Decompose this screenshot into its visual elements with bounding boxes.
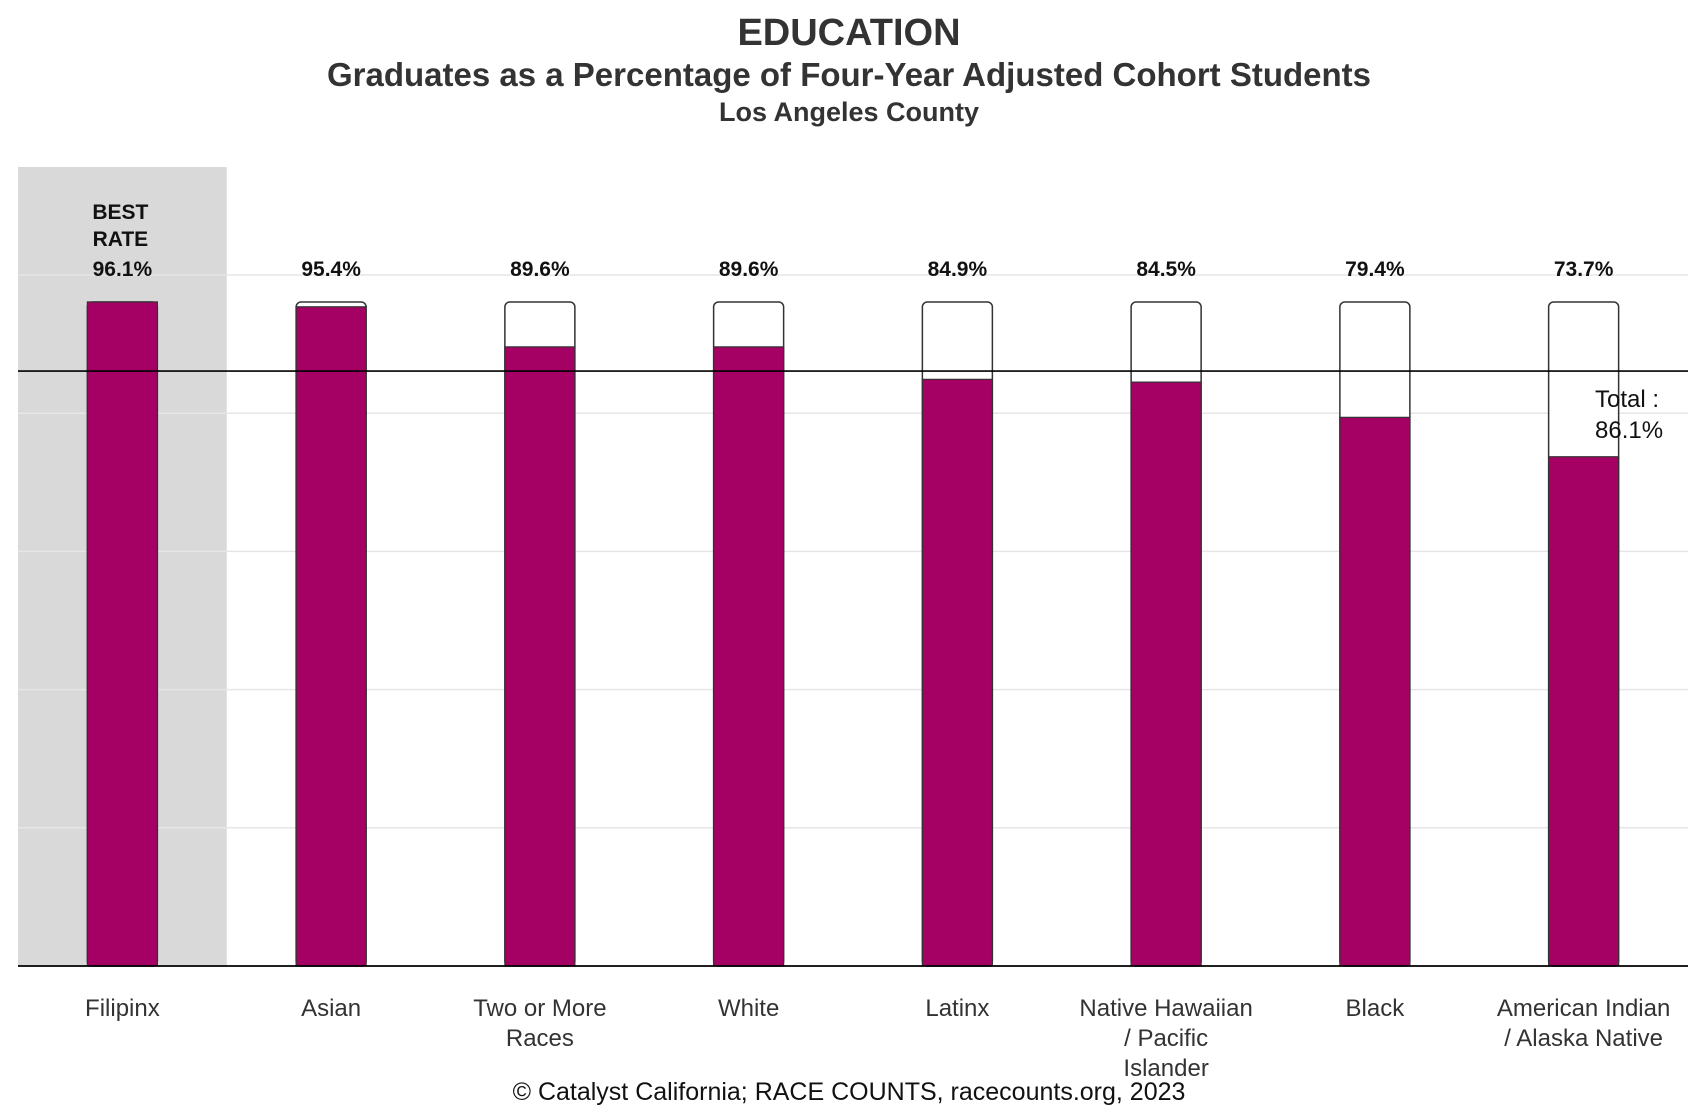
bar xyxy=(295,306,367,967)
tick-label: Islander xyxy=(1123,1055,1208,1082)
tick-label: American Indian xyxy=(1497,995,1670,1022)
data-label: 96.1% xyxy=(93,258,153,281)
tick-label: Asian xyxy=(301,995,361,1022)
bar xyxy=(504,346,576,967)
tick-label: / Alaska Native xyxy=(1504,1025,1663,1052)
bar xyxy=(1548,456,1620,967)
bar xyxy=(713,346,785,967)
tick-label: Two or More xyxy=(473,995,606,1022)
data-label: 95.4% xyxy=(301,258,361,281)
tick-label: Latinx xyxy=(925,995,989,1022)
data-label: 84.9% xyxy=(928,258,988,281)
best-rate-label: BEST xyxy=(92,201,148,224)
tick-label: Black xyxy=(1346,995,1406,1022)
total-reference-label: Total : xyxy=(1595,386,1659,413)
chart-subtitle: Graduates as a Percentage of Four-Year A… xyxy=(327,56,1371,93)
chart-geography: Los Angeles County xyxy=(718,97,980,127)
tick-label: Races xyxy=(506,1025,574,1052)
tick-label: / Pacific xyxy=(1124,1025,1208,1052)
bar xyxy=(1130,381,1202,967)
data-label: 73.7% xyxy=(1554,258,1614,281)
tick-label: Filipinx xyxy=(85,995,160,1022)
best-rate-label: RATE xyxy=(93,228,149,251)
data-label: 79.4% xyxy=(1345,258,1405,281)
bar xyxy=(921,378,993,967)
data-label: 84.5% xyxy=(1136,258,1196,281)
chart-title: EDUCATION xyxy=(737,12,961,54)
tick-label: Native Hawaiian xyxy=(1079,995,1252,1022)
data-label: 89.6% xyxy=(719,258,779,281)
total-reference-label: 86.1% xyxy=(1595,417,1663,444)
tick-label: White xyxy=(718,995,779,1022)
source-caption: © Catalyst California; RACE COUNTS, race… xyxy=(512,1078,1186,1106)
data-label: 89.6% xyxy=(510,258,570,281)
bar xyxy=(86,301,158,967)
bar xyxy=(1339,416,1411,967)
